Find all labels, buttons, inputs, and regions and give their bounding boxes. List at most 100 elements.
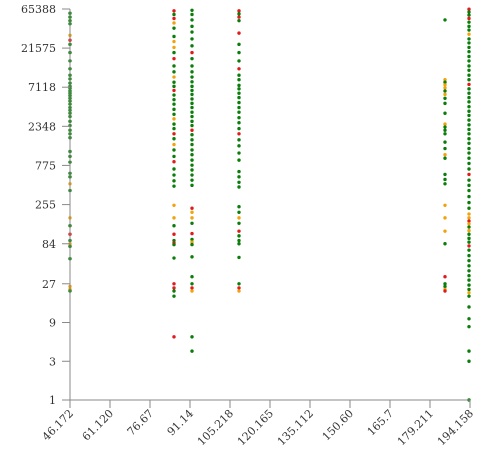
data-point (467, 206, 471, 210)
data-point (467, 64, 471, 68)
data-point (190, 289, 194, 293)
data-column (237, 9, 241, 293)
data-point (172, 282, 176, 286)
data-point (467, 200, 471, 205)
data-point (467, 248, 471, 252)
data-point (172, 39, 176, 44)
data-point (443, 122, 447, 126)
data-point (467, 73, 471, 77)
data-column (172, 9, 176, 339)
data-point (467, 127, 471, 132)
data-point (237, 95, 241, 100)
y-tick: 65388 (21, 3, 70, 16)
data-point (237, 73, 241, 77)
data-point (443, 96, 447, 100)
data-point (443, 182, 447, 186)
data-point (190, 183, 194, 188)
data-point (190, 80, 194, 84)
data-point (237, 205, 241, 209)
data-column (443, 18, 447, 293)
data-point (172, 56, 176, 61)
data-point (467, 28, 471, 32)
data-point (172, 80, 176, 84)
data-point (237, 158, 241, 162)
data-point (237, 50, 241, 55)
data-point (172, 160, 176, 164)
data-point (190, 12, 194, 17)
data-point (172, 179, 176, 183)
y-tick: 84 (42, 238, 70, 251)
data-point (467, 167, 471, 171)
data-point (190, 148, 194, 152)
data-point (172, 224, 176, 228)
data-point (467, 123, 471, 127)
data-point (467, 13, 471, 17)
data-point (237, 59, 241, 63)
data-point (467, 87, 471, 91)
data-point (172, 154, 176, 159)
data-point (467, 283, 471, 287)
x-tick: 105.218 (195, 400, 236, 448)
data-point (467, 294, 471, 298)
data-point (237, 144, 241, 148)
data-point (172, 232, 176, 236)
data-point (172, 238, 176, 243)
data-point (172, 122, 176, 126)
data-point (237, 216, 241, 220)
data-point (443, 282, 447, 286)
x-tick-label: 194.158 (435, 407, 476, 448)
data-point (237, 15, 241, 19)
data-point (443, 89, 447, 93)
data-point (190, 128, 194, 132)
data-point (237, 175, 241, 179)
data-point (172, 286, 176, 290)
data-point (467, 264, 471, 268)
x-tick: 135.112 (275, 400, 316, 448)
data-point (190, 142, 194, 147)
data-point (237, 91, 241, 95)
data-columns (68, 7, 471, 402)
data-point (237, 78, 241, 82)
y-tick-label: 65388 (21, 3, 56, 16)
data-point (237, 169, 241, 174)
data-point (237, 121, 241, 125)
data-point (443, 284, 447, 289)
x-tick-label: 179.211 (395, 407, 436, 448)
y-tick-label: 2348 (28, 120, 56, 133)
data-point (443, 275, 447, 279)
data-point (190, 123, 194, 128)
x-axis-ticks: 46.172 61.120 76.67 91.14105.218120.165135.… (40, 400, 476, 448)
data-point (190, 282, 194, 286)
data-point (443, 132, 447, 136)
data-point (467, 82, 471, 87)
x-tick: 76.67 (125, 400, 156, 438)
y-tick-label: 7118 (28, 81, 56, 94)
data-point (190, 138, 194, 142)
data-point (467, 278, 471, 282)
data-point (467, 240, 471, 244)
data-point (467, 172, 471, 177)
data-point (467, 59, 471, 63)
data-point (190, 286, 194, 290)
data-point (443, 140, 447, 144)
y-tick-label: 1 (49, 394, 56, 407)
x-tick: 61.120 (80, 400, 116, 443)
data-point (172, 93, 176, 97)
data-point (237, 238, 241, 243)
data-point (237, 221, 241, 226)
data-point (172, 84, 176, 89)
data-point (467, 317, 471, 321)
data-point (172, 88, 176, 93)
y-tick: 7118 (28, 81, 70, 94)
data-point (237, 289, 241, 293)
data-point (467, 100, 471, 104)
y-axis-ticks: 65388 21575 7118 2348 775 255 84 27 9 3 1 (21, 3, 70, 407)
y-tick: 3 (49, 355, 70, 368)
x-tick: 165.7 (365, 400, 396, 438)
data-point (190, 92, 194, 97)
x-tick-label: 61.120 (80, 407, 116, 443)
x-tick-label: 135.112 (275, 407, 316, 448)
data-point (237, 87, 241, 91)
data-point (467, 91, 471, 95)
data-point (237, 210, 241, 214)
